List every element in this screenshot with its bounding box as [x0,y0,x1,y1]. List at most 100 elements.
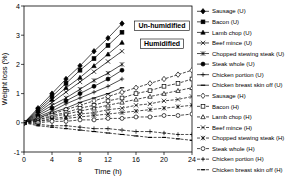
marker [120,49,124,53]
y-tick [21,35,24,36]
legend-marker [201,147,205,151]
marker [190,77,192,81]
y-axis-label: Weight loss (%) [0,52,9,105]
marker [134,85,138,90]
marker [148,137,152,138]
marker [134,103,138,107]
marker [92,64,96,68]
marker [78,92,82,96]
marker [78,63,82,68]
marker [24,120,26,125]
legend-label: Chicken breast skin off (H) [212,167,283,173]
marker [50,119,54,123]
marker [120,110,124,114]
marker [64,102,68,106]
marker [162,114,166,118]
marker [190,140,192,141]
marker [106,116,110,120]
marker [176,105,180,109]
marker [176,88,180,92]
legend-marker [201,136,205,140]
marker [176,72,180,77]
marker [92,131,96,132]
marker [148,107,152,111]
marker [24,121,26,125]
marker [120,89,124,94]
marker [120,21,124,26]
annotation: Humidified [144,40,180,47]
series-line [24,70,122,123]
marker [106,107,110,111]
y-tick [21,93,24,94]
y-tick [21,6,24,7]
marker [120,87,124,88]
marker [92,98,96,103]
marker [134,115,138,119]
marker [190,94,192,98]
series-line [24,123,192,135]
marker [50,127,54,128]
marker [120,30,124,34]
legend-label: Steak whole (H) [212,146,255,152]
y-tick-label: 1 [16,90,20,97]
marker [78,87,82,91]
marker [176,114,180,118]
series-line [24,79,192,123]
y-tick-label: 2 [16,61,20,68]
legend-marker [201,85,205,86]
legend-label: Bacon (H) [212,104,239,110]
annotation: Un-humidified [138,22,185,29]
marker [176,138,180,139]
series-line [24,88,122,123]
marker [64,82,68,86]
legend-line [197,85,209,86]
x-tick-label: 16 [132,156,140,163]
marker [190,68,192,73]
marker [64,86,68,90]
annotation-box [141,39,184,49]
marker [120,106,124,110]
marker [24,121,26,125]
marker [190,86,192,90]
legend-label: Steak whole (U) [212,61,255,67]
marker [106,126,110,130]
legend-marker [201,9,205,14]
marker [190,132,192,136]
legend-marker [201,30,205,34]
y-tick-label: 4 [16,3,20,10]
legend-label: Chicken portion (H) [212,156,264,162]
marker [134,92,138,96]
marker [190,103,192,107]
y-tick-label: 0 [16,119,20,126]
series-line [24,32,122,123]
x-tick-label: 24 [188,156,196,163]
marker [106,132,110,133]
legend-label: Chopped stewing steak (H) [212,135,284,141]
x-tick [52,152,53,155]
marker [106,35,110,40]
legend-label: Lamb chop (U) [212,30,252,36]
legend-marker [201,93,205,98]
marker [106,52,110,56]
marker [24,121,26,125]
marker [106,99,110,103]
marker [162,91,166,95]
marker [190,112,192,116]
marker [106,71,110,75]
marker [148,94,152,98]
marker [176,82,180,86]
marker [134,109,138,113]
marker [120,68,124,72]
x-axis-label: Time (h) [94,167,122,176]
marker [120,96,124,100]
x-tick [24,152,25,155]
legend-marker [201,62,205,66]
y-tick [21,122,24,123]
x-tick [80,152,81,155]
legend-marker [201,125,205,129]
marker [120,100,124,104]
marker [78,118,82,122]
legend-marker [201,51,205,55]
series-line [24,51,122,123]
marker [78,68,82,72]
